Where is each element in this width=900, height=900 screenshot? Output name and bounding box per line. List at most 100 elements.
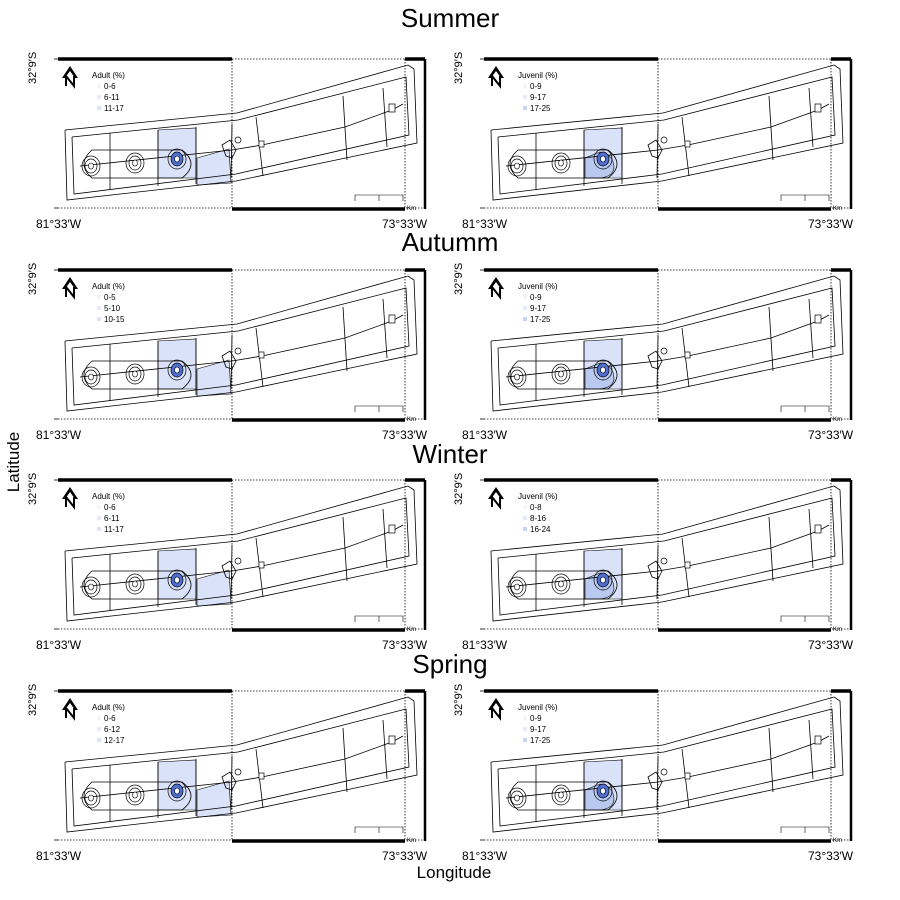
- scale-bar: [354, 826, 404, 833]
- scale-unit-label: Km: [833, 417, 842, 423]
- legend-item: 0-9: [523, 713, 558, 724]
- map-canvas: [54, 689, 427, 843]
- legend-item-label: 6-11: [104, 93, 120, 102]
- longitude-tick-label-right: 73°33′W: [382, 217, 428, 231]
- legend-item: 6-11: [97, 92, 125, 103]
- legend-item: 8-16: [523, 513, 558, 524]
- legend-item: 17-25: [523, 103, 558, 114]
- scale-bar: [780, 194, 830, 201]
- map-canvas: [480, 478, 853, 632]
- latitude-tick-label: 32°9′S: [27, 472, 39, 505]
- colony-marker: [551, 784, 571, 806]
- longitude-tick-label-left: 81°33′W: [462, 428, 508, 442]
- legend-item: 0-6: [97, 81, 125, 92]
- legend-swatch: [97, 295, 101, 299]
- longitude-tick-label-right: 73°33′W: [382, 849, 428, 863]
- map-canvas: [480, 57, 853, 211]
- latitude-tick-label: 32°9′S: [453, 472, 465, 505]
- latitude-tick-label: 32°9′S: [453, 262, 465, 295]
- colony-marker: [507, 366, 527, 388]
- legend-item-label: 8-16: [530, 514, 547, 523]
- scale-unit-label: Km: [407, 627, 416, 633]
- map-canvas: [480, 268, 853, 422]
- legend-item-label: 10-15: [104, 315, 125, 324]
- legend-swatch: [97, 527, 101, 531]
- colony-marker: [81, 576, 101, 598]
- legend-item-label: 11-17: [104, 104, 124, 113]
- season-title: Summer: [400, 3, 500, 33]
- legend-title: Juvenil (%): [518, 492, 558, 501]
- legend-swatch: [523, 317, 527, 321]
- colony-marker: [81, 366, 101, 388]
- latitude-tick-label: 32°9′S: [453, 51, 465, 84]
- map-panel: 32°9′S 81°33′W 73°33′W Km Adult (%) 0-6 6-11 11…: [0, 421, 427, 652]
- legend-item: 9-17: [523, 303, 558, 314]
- map-panel: 32°9′S 81°33′W 73°33′W Km Juvenil (%) 0-8 8-16…: [426, 421, 853, 652]
- map-panel: 32°9′S 81°33′W 73°33′W Km Juvenil (%) 0-9 9-17…: [426, 211, 853, 442]
- scale-bar: [780, 405, 830, 412]
- legend: Adult (%) 0-5 5-10 10-15: [92, 281, 125, 325]
- legend: Juvenil (%) 0-9 9-17 17-25: [518, 281, 558, 325]
- season-title: Spring: [412, 649, 488, 679]
- colony-marker: [167, 148, 187, 170]
- legend-item-label: 0-6: [104, 503, 116, 512]
- legend-swatch: [97, 505, 101, 509]
- legend-item: 0-9: [523, 81, 558, 92]
- north-arrow-icon: [488, 66, 504, 89]
- legend-title: Juvenil (%): [518, 71, 558, 80]
- legend-swatch: [97, 516, 101, 520]
- scale-bar: [354, 615, 404, 622]
- legend-item-label: 9-17: [530, 93, 547, 102]
- longitude-tick-label-left: 81°33′W: [462, 217, 508, 231]
- legend: Juvenil (%) 0-9 9-17 17-25: [518, 702, 558, 746]
- legend-item-label: 0-9: [530, 82, 542, 91]
- legend-swatch: [97, 716, 101, 720]
- longitude-tick-label-right: 73°33′W: [382, 638, 428, 652]
- legend: Juvenil (%) 0-9 9-17 17-25: [518, 70, 558, 114]
- colony-marker: [125, 152, 145, 174]
- x-axis-label: Longitude: [416, 863, 492, 882]
- scale-unit-label: Km: [407, 417, 416, 423]
- colony-marker: [593, 569, 613, 591]
- colony-marker: [167, 359, 187, 381]
- latitude-tick-label: 32°9′S: [453, 683, 465, 716]
- latitude-tick-label: 32°9′S: [27, 262, 39, 295]
- colony-marker: [125, 363, 145, 385]
- legend-swatch: [523, 95, 527, 99]
- season-title: Winter: [412, 439, 488, 469]
- legend-item: 0-6: [97, 502, 125, 513]
- legend-item-label: 6-12: [104, 725, 121, 734]
- longitude-tick-label-right: 73°33′W: [808, 428, 854, 442]
- colony-marker: [167, 780, 187, 802]
- legend-title: Juvenil (%): [518, 703, 558, 712]
- north-arrow-icon: [62, 487, 78, 510]
- legend-item: 6-11: [97, 513, 125, 524]
- legend-item: 16-24: [523, 524, 558, 535]
- legend-item-label: 0-6: [104, 714, 116, 723]
- colony-marker: [551, 152, 571, 174]
- legend-item-label: 0-5: [104, 293, 116, 302]
- map-canvas: [54, 268, 427, 422]
- longitude-tick-label-left: 81°33′W: [462, 849, 508, 863]
- legend-title: Adult (%): [92, 703, 125, 712]
- longitude-tick-label-left: 81°33′W: [36, 217, 82, 231]
- longitude-tick-label-right: 73°33′W: [382, 428, 428, 442]
- legend-item: 0-9: [523, 292, 558, 303]
- scale-bar: [780, 615, 830, 622]
- north-arrow-icon: [62, 277, 78, 300]
- legend-swatch: [523, 727, 527, 731]
- legend-item-label: 0-8: [530, 503, 542, 512]
- map-canvas: [480, 689, 853, 843]
- north-arrow-icon: [488, 277, 504, 300]
- legend-item-label: 16-24: [530, 525, 551, 534]
- legend-item-label: 0-6: [104, 82, 116, 91]
- map-panel: 32°9′S 81°33′W 73°33′W Km Juvenil (%) 0-9 9-17…: [426, 632, 853, 863]
- legend-swatch: [97, 317, 101, 321]
- legend-item: 9-17: [523, 724, 558, 735]
- legend-swatch: [97, 738, 101, 742]
- legend-item-label: 5-10: [104, 304, 121, 313]
- legend-item: 0-5: [97, 292, 125, 303]
- legend-item: 10-15: [97, 314, 125, 325]
- legend-title: Adult (%): [92, 282, 125, 291]
- legend-item-label: 9-17: [530, 725, 547, 734]
